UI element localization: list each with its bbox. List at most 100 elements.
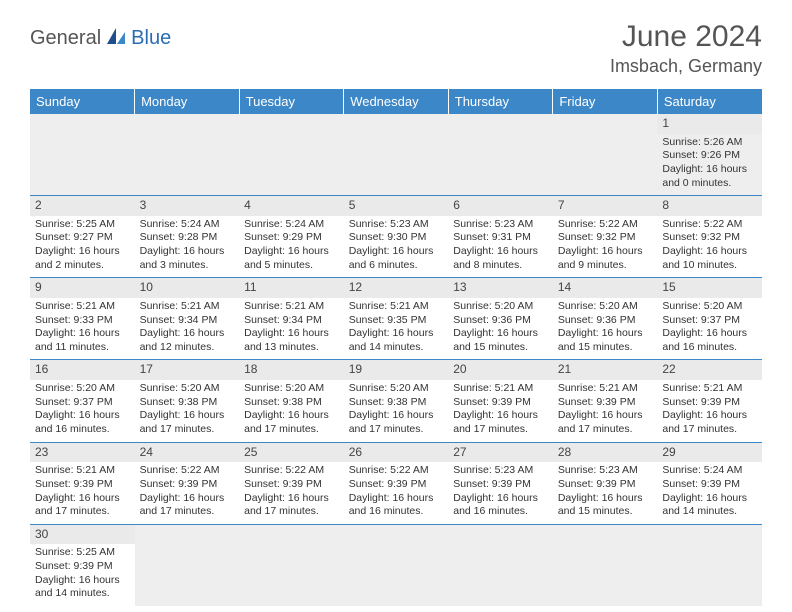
- sunset-text: Sunset: 9:28 PM: [140, 231, 235, 245]
- calendar-day-cell: 9Sunrise: 5:21 AMSunset: 9:33 PMDaylight…: [30, 278, 135, 360]
- day-number: 13: [448, 278, 553, 298]
- sunrise-text: Sunrise: 5:20 AM: [35, 382, 130, 396]
- day-number: 21: [553, 360, 658, 380]
- daylight-text: Daylight: 16 hours and 17 minutes.: [140, 409, 235, 436]
- sunrise-text: Sunrise: 5:23 AM: [558, 464, 653, 478]
- calendar-day-cell: 16Sunrise: 5:20 AMSunset: 9:37 PMDayligh…: [30, 360, 135, 442]
- sunset-text: Sunset: 9:38 PM: [349, 396, 444, 410]
- daylight-text: Daylight: 16 hours and 17 minutes.: [662, 409, 757, 436]
- day-number: 5: [344, 196, 449, 216]
- sunrise-text: Sunrise: 5:24 AM: [244, 218, 339, 232]
- daylight-text: Daylight: 16 hours and 17 minutes.: [349, 409, 444, 436]
- sunset-text: Sunset: 9:35 PM: [349, 314, 444, 328]
- day-number: 7: [553, 196, 658, 216]
- calendar-day-cell: 28Sunrise: 5:23 AMSunset: 9:39 PMDayligh…: [553, 442, 658, 524]
- daylight-text: Daylight: 16 hours and 2 minutes.: [35, 245, 130, 272]
- sunrise-text: Sunrise: 5:21 AM: [558, 382, 653, 396]
- weekday-header-row: SundayMondayTuesdayWednesdayThursdayFrid…: [30, 89, 762, 114]
- calendar-day-cell: 23Sunrise: 5:21 AMSunset: 9:39 PMDayligh…: [30, 442, 135, 524]
- calendar-day-cell: 13Sunrise: 5:20 AMSunset: 9:36 PMDayligh…: [448, 278, 553, 360]
- sunset-text: Sunset: 9:27 PM: [35, 231, 130, 245]
- day-number: 28: [553, 443, 658, 463]
- sunset-text: Sunset: 9:30 PM: [349, 231, 444, 245]
- sunrise-text: Sunrise: 5:20 AM: [349, 382, 444, 396]
- calendar-day-cell: 11Sunrise: 5:21 AMSunset: 9:34 PMDayligh…: [239, 278, 344, 360]
- sunrise-text: Sunrise: 5:20 AM: [662, 300, 757, 314]
- calendar-day-cell: 5Sunrise: 5:23 AMSunset: 9:30 PMDaylight…: [344, 196, 449, 278]
- daylight-text: Daylight: 16 hours and 9 minutes.: [558, 245, 653, 272]
- daylight-text: Daylight: 16 hours and 6 minutes.: [349, 245, 444, 272]
- weekday-header: Monday: [135, 89, 240, 114]
- calendar-day-cell: 7 Sunrise: 5:22 AMSunset: 9:32 PMDaylight…: [553, 196, 658, 278]
- sunrise-text: Sunrise: 5:21 AM: [662, 382, 757, 396]
- sunset-text: Sunset: 9:34 PM: [244, 314, 339, 328]
- weekday-header: Thursday: [448, 89, 553, 114]
- day-number: 24: [135, 443, 240, 463]
- calendar-day-cell: 18Sunrise: 5:20 AMSunset: 9:38 PMDayligh…: [239, 360, 344, 442]
- sunset-text: Sunset: 9:37 PM: [662, 314, 757, 328]
- day-number: 3: [135, 196, 240, 216]
- daylight-text: Daylight: 16 hours and 17 minutes.: [453, 409, 548, 436]
- calendar-table: SundayMondayTuesdayWednesdayThursdayFrid…: [30, 89, 762, 606]
- calendar-week-row: 23Sunrise: 5:21 AMSunset: 9:39 PMDayligh…: [30, 442, 762, 524]
- day-number: 2: [30, 196, 135, 216]
- brand-text-1: General: [30, 27, 101, 50]
- calendar-empty-cell: [239, 524, 344, 606]
- sunset-text: Sunset: 9:32 PM: [558, 231, 653, 245]
- day-number: 6: [448, 196, 553, 216]
- sunrise-text: Sunrise: 5:24 AM: [140, 218, 235, 232]
- sunset-text: Sunset: 9:39 PM: [349, 478, 444, 492]
- sunrise-text: Sunrise: 5:20 AM: [453, 300, 548, 314]
- calendar-day-cell: 25Sunrise: 5:22 AMSunset: 9:39 PMDayligh…: [239, 442, 344, 524]
- daylight-text: Daylight: 16 hours and 10 minutes.: [662, 245, 757, 272]
- sunrise-text: Sunrise: 5:22 AM: [558, 218, 653, 232]
- daylight-text: Daylight: 16 hours and 17 minutes.: [35, 492, 130, 519]
- calendar-empty-cell: [135, 524, 240, 606]
- sunrise-text: Sunrise: 5:20 AM: [558, 300, 653, 314]
- daylight-text: Daylight: 16 hours and 17 minutes.: [558, 409, 653, 436]
- calendar-empty-cell: [344, 114, 449, 196]
- sunrise-text: Sunrise: 5:26 AM: [662, 136, 757, 150]
- calendar-empty-cell: [30, 114, 135, 196]
- day-number: 1: [657, 114, 762, 134]
- calendar-day-cell: 14Sunrise: 5:20 AMSunset: 9:36 PMDayligh…: [553, 278, 658, 360]
- sunset-text: Sunset: 9:36 PM: [453, 314, 548, 328]
- sunset-text: Sunset: 9:31 PM: [453, 231, 548, 245]
- calendar-empty-cell: [239, 114, 344, 196]
- sunset-text: Sunset: 9:38 PM: [140, 396, 235, 410]
- calendar-empty-cell: [553, 114, 658, 196]
- day-number: 22: [657, 360, 762, 380]
- title-block: June 2024 Imsbach, Germany: [610, 20, 762, 77]
- calendar-day-cell: 3 Sunrise: 5:24 AMSunset: 9:28 PMDaylight…: [135, 196, 240, 278]
- day-number: 19: [344, 360, 449, 380]
- sunset-text: Sunset: 9:39 PM: [558, 396, 653, 410]
- calendar-day-cell: 12Sunrise: 5:21 AMSunset: 9:35 PMDayligh…: [344, 278, 449, 360]
- calendar-day-cell: 2Sunrise: 5:25 AMSunset: 9:27 PMDaylight…: [30, 196, 135, 278]
- calendar-day-cell: 8Sunrise: 5:22 AMSunset: 9:32 PMDaylight…: [657, 196, 762, 278]
- day-number: 18: [239, 360, 344, 380]
- sail-icon: [105, 26, 127, 51]
- calendar-week-row: 1Sunrise: 5:26 AMSunset: 9:26 PMDaylight…: [30, 114, 762, 196]
- sunrise-text: Sunrise: 5:21 AM: [453, 382, 548, 396]
- calendar-day-cell: 15Sunrise: 5:20 AMSunset: 9:37 PMDayligh…: [657, 278, 762, 360]
- daylight-text: Daylight: 16 hours and 14 minutes.: [662, 492, 757, 519]
- weekday-header: Wednesday: [344, 89, 449, 114]
- sunset-text: Sunset: 9:39 PM: [662, 478, 757, 492]
- calendar-day-cell: 22Sunrise: 5:21 AMSunset: 9:39 PMDayligh…: [657, 360, 762, 442]
- daylight-text: Daylight: 16 hours and 17 minutes.: [244, 492, 339, 519]
- calendar-week-row: 9Sunrise: 5:21 AMSunset: 9:33 PMDaylight…: [30, 278, 762, 360]
- sunset-text: Sunset: 9:36 PM: [558, 314, 653, 328]
- daylight-text: Daylight: 16 hours and 5 minutes.: [244, 245, 339, 272]
- calendar-week-row: 30Sunrise: 5:25 AMSunset: 9:39 PMDayligh…: [30, 524, 762, 606]
- day-number: 27: [448, 443, 553, 463]
- header: General Blue June 2024 Imsbach, Germany: [30, 20, 762, 77]
- sunrise-text: Sunrise: 5:23 AM: [453, 218, 548, 232]
- calendar-day-cell: 29Sunrise: 5:24 AMSunset: 9:39 PMDayligh…: [657, 442, 762, 524]
- daylight-text: Daylight: 16 hours and 3 minutes.: [140, 245, 235, 272]
- sunrise-text: Sunrise: 5:25 AM: [35, 546, 130, 560]
- calendar-day-cell: 4Sunrise: 5:24 AMSunset: 9:29 PMDaylight…: [239, 196, 344, 278]
- daylight-text: Daylight: 16 hours and 17 minutes.: [140, 492, 235, 519]
- calendar-empty-cell: [344, 524, 449, 606]
- calendar-empty-cell: [448, 114, 553, 196]
- calendar-empty-cell: [657, 524, 762, 606]
